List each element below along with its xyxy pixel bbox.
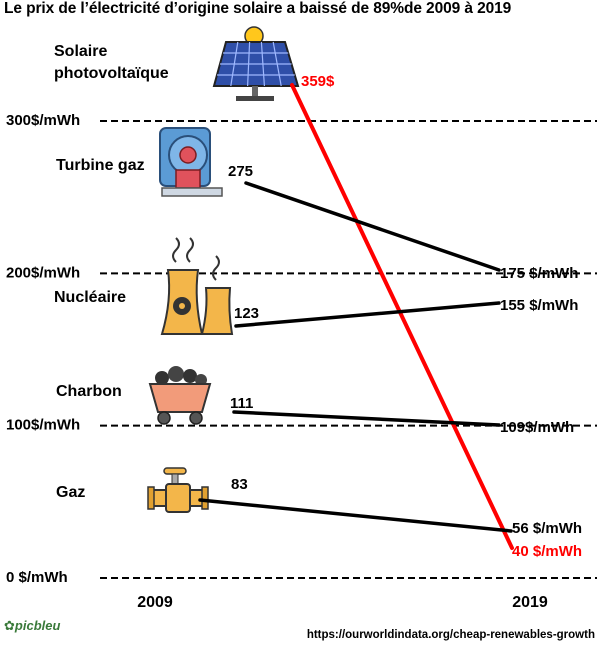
series-name: Turbine gaz [56, 157, 145, 174]
series-line-solar [290, 83, 514, 550]
data-label-start: 123 [234, 305, 259, 322]
coal-lump [155, 371, 169, 385]
y-tick-label: 300$/mWh [6, 112, 80, 129]
panel-grid [230, 41, 239, 87]
steam [186, 237, 194, 263]
turbine-stand [175, 169, 201, 189]
chart-title: Le prix de l’électricité d’origine solai… [4, 0, 512, 17]
solar-panel-icon [212, 26, 300, 101]
stand-base [236, 96, 274, 101]
stand [252, 86, 258, 96]
turbine-icon [159, 127, 223, 197]
series-name: Charbon [56, 383, 122, 400]
y-tick-label: 100$/mWh [6, 417, 80, 434]
cart-wheel [189, 411, 203, 425]
coal-lump [183, 369, 197, 383]
data-label-start: 275 [228, 163, 253, 180]
steam [172, 237, 180, 263]
turbine-hub [179, 146, 197, 164]
valve-stem [171, 473, 179, 485]
panel-grid [247, 41, 251, 87]
data-label-end: 155 $/mWh [500, 297, 578, 314]
nuclear-plant-icon [160, 237, 234, 335]
panel-grid [272, 41, 282, 87]
valve-body [165, 483, 191, 513]
coal-lump [168, 366, 184, 382]
valve-handle [163, 467, 187, 475]
source-url[interactable]: https://ourworldindata.org/cheap-renewab… [306, 629, 595, 641]
series-line-coal [232, 410, 501, 427]
cart-wheel [157, 411, 171, 425]
series-name: Gaz [56, 484, 85, 501]
x-tick-label: 2019 [512, 594, 548, 611]
series-name: photovoltaïque [54, 65, 169, 82]
series-line-nuclear [234, 301, 501, 328]
leaf-icon: ✿ [4, 618, 15, 633]
y-tick-label: 0 $/mWh [6, 569, 68, 586]
radiation-center [179, 303, 185, 309]
data-label-end: 175 $/mWh [500, 265, 578, 282]
logo-text: picbleu [14, 618, 61, 633]
steam [212, 255, 220, 281]
series-line-gas-turbine [244, 181, 501, 272]
gas-pipe-icon [147, 467, 209, 513]
data-label-start: 83 [231, 476, 248, 493]
panel-grid [260, 41, 265, 87]
series-name: Solaire [54, 43, 107, 60]
coal-cart-icon [148, 366, 212, 425]
picbleu-logo: ✿picbleu [4, 618, 60, 634]
series-name: Nucléaire [54, 289, 126, 306]
pipe-flange [147, 486, 155, 510]
data-label-end: 56 $/mWh [512, 520, 582, 537]
data-label-start: 359$ [301, 73, 335, 90]
y-tick-label: 200$/mWh [6, 264, 80, 281]
pipe-flange [201, 486, 209, 510]
cart-body [148, 383, 212, 413]
data-label-end: 109$/mWh [500, 419, 574, 436]
turbine-base [161, 187, 223, 197]
data-label-start: 111 [230, 395, 253, 412]
data-label-end: 40 $/mWh [512, 543, 582, 560]
x-tick-label: 2009 [137, 594, 173, 611]
series-line-gas [198, 498, 513, 533]
cooling-tower [200, 287, 234, 335]
